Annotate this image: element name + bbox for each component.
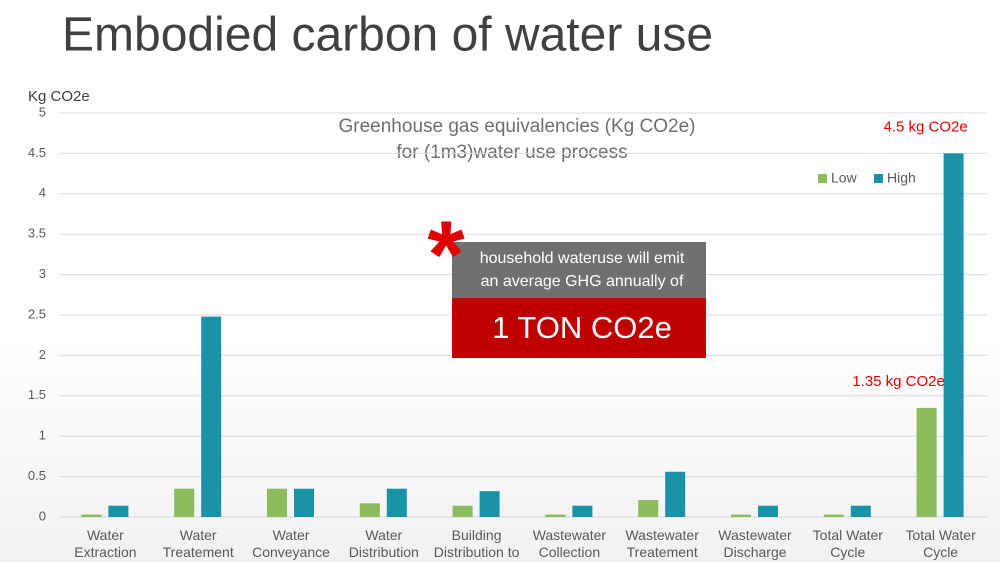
callout-highlight: 1 TON CO2e [492,310,672,345]
x-tick-label: Wastewater Discharge [718,527,792,560]
bar [267,488,287,517]
x-tick-label: Building Distribution to [433,527,520,560]
callout-asterisk: * [427,201,465,308]
y-tick-label: 3.5 [28,226,46,241]
x-tick-label: Total Water Cycle [905,527,976,560]
slide-title: Embodied carbon of water use [62,9,713,62]
y-tick-label: 3 [39,266,46,281]
y-tick-label: 0.5 [28,468,46,483]
legend-swatch [874,174,883,183]
x-tick-label: Water Treatement [162,527,234,560]
x-tick-label: Water Conveyance [252,527,330,560]
y-tick-label: 0 [39,508,46,523]
bar [452,505,473,517]
y-tick-label: 2.5 [28,306,46,321]
bar [479,491,500,517]
y-tick-label: 1 [39,428,46,443]
bar [823,514,844,517]
x-tick-label: Wastewater Treatement [625,527,699,560]
bar [81,514,102,517]
y-tick-label: 2 [39,347,46,362]
y-tick-label: 4 [39,185,46,200]
bar [665,471,686,517]
legend-label: High [887,170,916,186]
x-tick-label: Water Extraction [74,527,137,560]
y-tick-label: 5 [39,104,46,119]
bar [572,505,593,517]
y-axis-label: Kg CO2e [28,88,90,105]
bar [731,514,751,517]
value-label: 1.35 kg CO2e [852,373,945,390]
bar [916,407,937,517]
bar [545,514,566,517]
x-tick-label: Water Distribution [348,527,419,560]
bar [943,153,964,517]
bar [201,316,222,517]
legend-swatch [818,174,827,183]
bar [386,488,407,517]
bar [758,505,778,517]
x-tick-label: Wastewater Collection [532,527,607,560]
bar [108,505,129,517]
value-label: 4.5 kg CO2e [883,118,967,135]
bar [638,500,659,517]
callout-highlight-box [452,298,706,358]
x-tick-label: Total Water Cycle [812,527,883,560]
callout-line: an average GHG annually of [481,273,684,290]
chart-subtitle: for (1m3)water use process [396,142,627,163]
callout-box [452,242,706,298]
bar [359,503,380,517]
chart-title: Greenhouse gas equivalencies (Kg CO2e) [339,116,696,137]
callout-line: household wateruse will emit [480,250,685,267]
y-tick-label: 1.5 [28,387,46,402]
legend-label: Low [831,170,858,186]
y-tick-label: 4.5 [28,145,46,160]
bar [294,488,314,517]
bar [850,505,871,517]
bar [174,488,195,517]
